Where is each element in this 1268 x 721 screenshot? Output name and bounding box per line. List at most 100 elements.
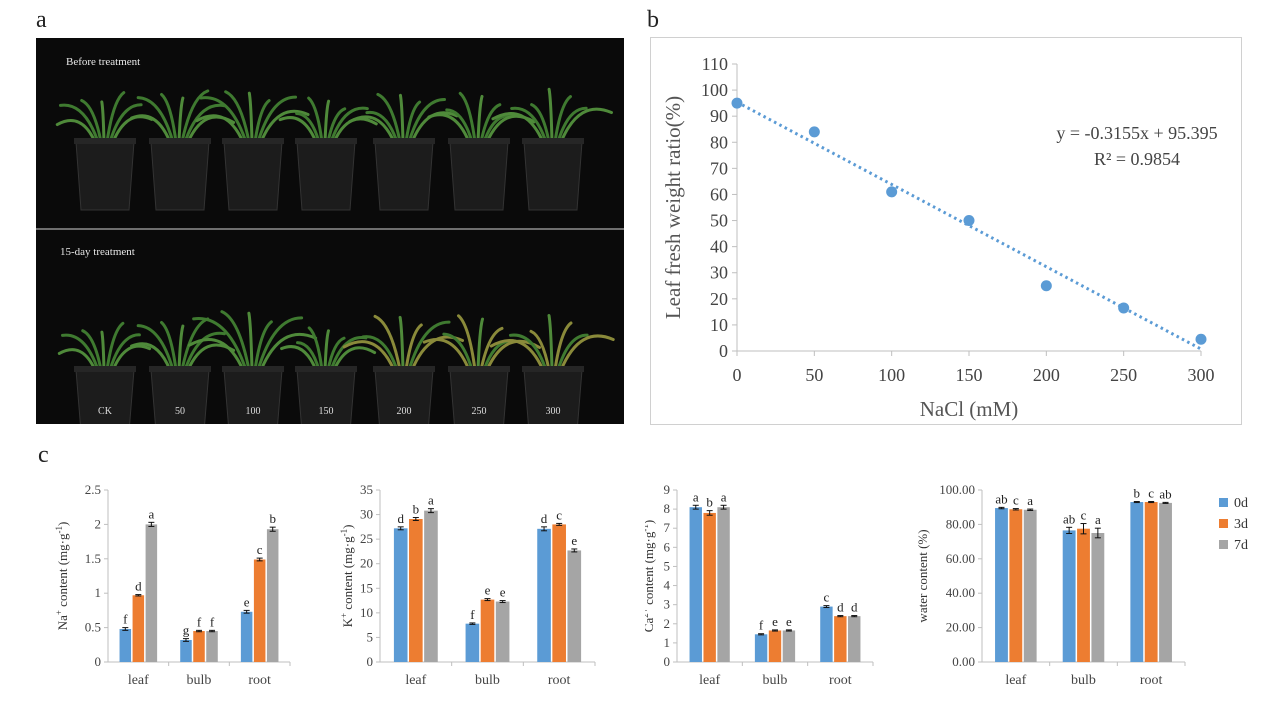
b-ytick-label: 60 [710, 184, 728, 204]
ca-category-leaf: leaf [699, 673, 720, 688]
na-letter: f [197, 614, 202, 629]
k-bar-7d-leaf [424, 510, 438, 662]
ca-bar-0d-bulb [754, 634, 768, 662]
na-bar-3d-bulb [193, 631, 205, 662]
ca-bar-0d-root [820, 606, 833, 662]
before-caption: Before treatment [66, 56, 141, 68]
na-category-bulb: bulb [187, 673, 212, 688]
k-letter: e [500, 585, 506, 600]
ca-bar-0d-leaf [689, 507, 702, 662]
na-letter: a [148, 506, 154, 521]
panel-label-a: a [36, 7, 47, 33]
na-ytick-label: 1 [95, 585, 102, 600]
b-xlabel: NaCl (mM) [920, 397, 1019, 421]
b-ytick-label: 10 [710, 315, 728, 335]
panel-label-b: b [647, 7, 659, 33]
na-bar-7d-root [266, 529, 279, 662]
b-ylabel: Leaf fresh weight ratio(%) [661, 96, 685, 319]
ca-bar-3d-bulb [768, 630, 782, 662]
ca-bar-7d-leaf [717, 507, 730, 662]
ca-ytick-label: 6 [664, 539, 671, 554]
k-letter: b [413, 502, 420, 517]
na-letter: g [183, 623, 190, 638]
water-letter: ab [1063, 511, 1075, 526]
b-ytick-label: 90 [710, 106, 728, 126]
b-point-6 [1195, 333, 1207, 345]
panel-label-c: c [38, 442, 49, 468]
before-plants [55, 87, 613, 211]
water-bar-3d-root [1144, 502, 1158, 662]
ca-bar-3d-root [834, 616, 847, 662]
water-letter: c [1148, 486, 1154, 501]
ca-ytick-label: 9 [664, 482, 671, 497]
k-ytick-label: 0 [367, 654, 374, 669]
water-bar-0d-leaf [995, 508, 1008, 662]
chart-b: 0 10 20 30 40 50 60 70 80 90 100 110 0 50 100 150 200 250… [661, 54, 1218, 421]
ca-ytick-label: 3 [664, 597, 671, 612]
water-bar-7d-root [1159, 502, 1172, 662]
water-legend-label-0d: 0d [1234, 496, 1248, 511]
ca-bar-7d-root [848, 616, 861, 662]
ca-category-bulb: bulb [763, 673, 788, 688]
b-ytick-label: 80 [710, 132, 728, 152]
k-bar-7d-bulb [495, 601, 510, 662]
b-ytick-label: 110 [702, 54, 728, 74]
na-ytick-label: 0 [95, 654, 102, 669]
k-letter: e [571, 533, 577, 548]
water-ytick-label: 100.00 [939, 482, 975, 497]
k-letter: d [541, 511, 548, 526]
before-plant-2 [195, 90, 310, 211]
na-letter: e [244, 594, 250, 609]
water-bar-0d-root [1130, 502, 1144, 662]
water-letter: ab [995, 491, 1007, 506]
plant-photo: Before treatment 15-day treatment CK 50 10… [36, 38, 624, 424]
na-letter: d [135, 579, 142, 594]
ca-ytick-label: 0 [664, 654, 671, 669]
k-bar-0d-leaf [393, 528, 408, 662]
ca-letter: e [786, 614, 792, 629]
photo-after: 15-day treatment CK 50 100 150 200 250 300 [36, 230, 624, 424]
na-category-leaf: leaf [128, 673, 149, 688]
chart-b-frame: 0 10 20 30 40 50 60 70 80 90 100 110 0 50 100 150 200 250… [650, 37, 1242, 425]
na-ytick-label: 1.5 [85, 551, 101, 566]
ca-ytick-label: 2 [664, 616, 671, 631]
k-bar-7d-root [567, 550, 582, 662]
k-ytick-label: 10 [360, 605, 373, 620]
before-plant-0 [55, 91, 154, 211]
na-bar-3d-root [253, 559, 266, 662]
pot-label-6: 300 [545, 406, 561, 417]
b-equation: y = -0.3155x + 95.395 [1056, 123, 1217, 143]
k-ytick-label: 30 [360, 507, 373, 522]
b-point-0 [731, 97, 743, 109]
b-xtick-label: 0 [733, 365, 742, 385]
na-letter: f [123, 612, 128, 627]
na-bar-7d-leaf [145, 524, 158, 662]
b-ytick-label: 0 [719, 341, 728, 361]
k-bar-0d-root [537, 528, 551, 662]
water-ytick-label: 40.00 [946, 585, 975, 600]
ca-ytick-label: 8 [664, 501, 671, 516]
k-letter: f [470, 607, 475, 622]
water-legend-label-7d: 7d [1234, 538, 1248, 553]
water-ytick-label: 20.00 [946, 620, 975, 635]
water-legend-swatch-7d [1219, 540, 1228, 549]
water-legend-label-3d: 3d [1234, 517, 1248, 532]
ca-letter: b [706, 495, 713, 510]
ca-letter: a [693, 489, 699, 504]
water-ytick-label: 60.00 [946, 551, 975, 566]
b-point-1 [808, 126, 820, 138]
b-ytick-label: 20 [710, 289, 728, 309]
b-ytick-label: 100 [701, 80, 728, 100]
after-plant-1 [130, 317, 236, 424]
ca-letter: f [759, 618, 764, 633]
b-ytick-label: 30 [710, 263, 728, 283]
before-plant-1 [130, 89, 236, 211]
water-letter: b [1134, 486, 1141, 501]
ca-bar-3d-leaf [703, 512, 716, 662]
k-letter: a [428, 493, 434, 508]
after-caption: 15-day treatment [60, 246, 135, 258]
na-bar-7d-bulb [206, 631, 218, 662]
pot-label-1: 50 [175, 406, 185, 417]
b-point-5 [1118, 302, 1130, 314]
